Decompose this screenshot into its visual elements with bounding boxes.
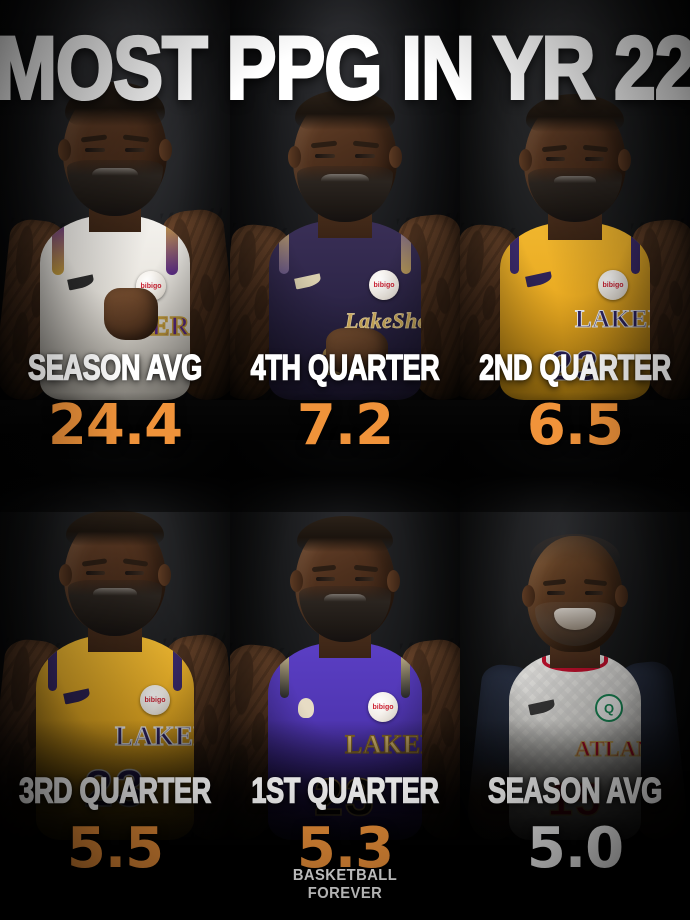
stat-label: 3RD QUARTER (19, 771, 212, 811)
stat-block-4: 3RD QUARTER 5.5 (0, 773, 230, 877)
stat-label: 2ND QUARTER (479, 348, 672, 388)
stat-block-2: 4TH QUARTER 7.2 (230, 350, 460, 458)
watermark-line-2: FOREVER (307, 884, 383, 902)
stat-label: SEASON AVG (27, 348, 203, 388)
stat-label: 1ST QUARTER (251, 771, 440, 811)
stat-value: 24.4 (47, 393, 183, 458)
watermark: BASKETBALL FOREVER (0, 867, 690, 902)
stat-label: 4TH QUARTER (250, 348, 440, 388)
stat-label: SEASON AVG (487, 771, 663, 811)
stat-block-1: SEASON AVG 24.4 (0, 350, 230, 458)
stat-block-6: SEASON AVG 5.0 (460, 773, 690, 877)
stat-block-5: 1ST QUARTER 5.3 (230, 773, 460, 877)
stat-value: 7.2 (296, 393, 394, 458)
stat-block-3: 2ND QUARTER 6.5 (460, 350, 690, 458)
watermark-line-1: BASKETBALL (292, 867, 398, 885)
stat-value: 6.5 (526, 393, 624, 458)
